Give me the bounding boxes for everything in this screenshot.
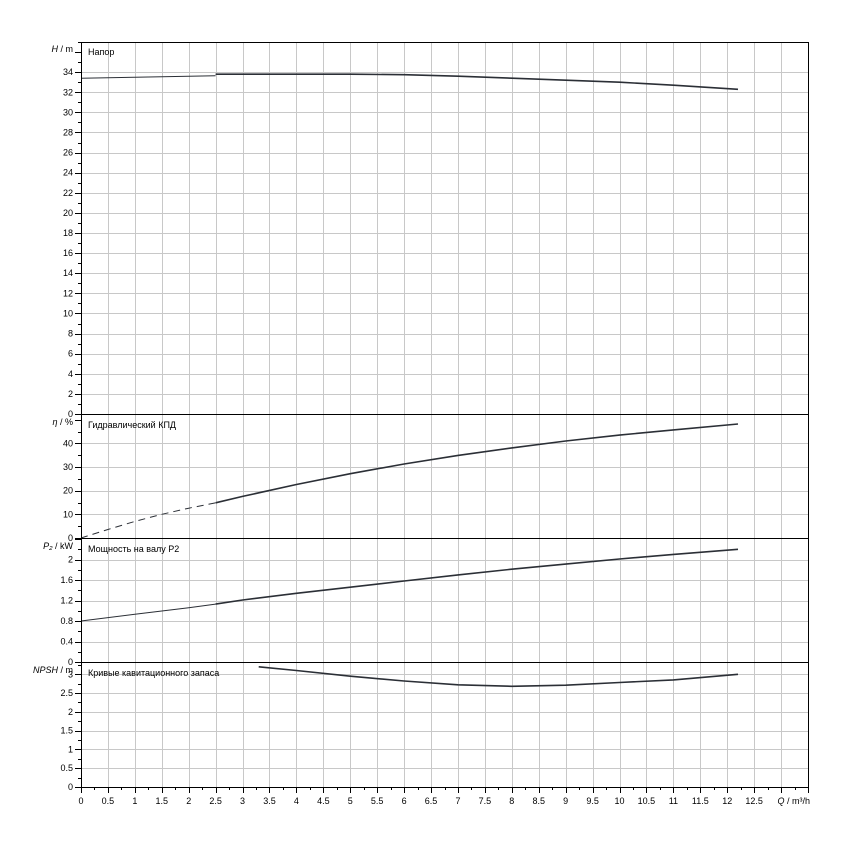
x-tick-label: 1 [132, 796, 137, 806]
y-axis-label: H / m [52, 44, 74, 54]
y-tick-label: 6 [68, 349, 73, 359]
x-tick-label: 8 [509, 796, 514, 806]
y-tick-label: 14 [63, 268, 73, 278]
x-tick-label: 2 [186, 796, 191, 806]
y-tick-label: 30 [63, 462, 73, 472]
x-tick-label: 9.5 [586, 796, 599, 806]
y-tick-label: 34 [63, 67, 73, 77]
x-tick-label: 0.5 [102, 796, 115, 806]
y-tick-label: 2.5 [60, 688, 73, 698]
y-tick-label: 18 [63, 228, 73, 238]
x-tick-label: 3.5 [263, 796, 276, 806]
y-tick-label: 2 [68, 555, 73, 565]
y-tick-label: 1 [68, 744, 73, 754]
y-tick-label: 2 [68, 389, 73, 399]
x-tick-label: 6 [402, 796, 407, 806]
panel-title: Напор [88, 47, 114, 57]
x-tick-label: 10.5 [638, 796, 656, 806]
x-tick-label: 11 [669, 796, 678, 806]
x-axis-label: Q / m³/h [777, 796, 810, 806]
y-tick-label: 12 [63, 288, 73, 298]
x-axis-var: Q [777, 796, 787, 806]
y-tick-label: 0.5 [60, 763, 73, 773]
y-tick-label: 20 [63, 208, 73, 218]
x-tick-label: 9 [563, 796, 568, 806]
y-tick-label: 2 [68, 707, 73, 717]
y-tick-label: 24 [63, 168, 73, 178]
x-tick-label: 12.5 [745, 796, 763, 806]
y-axis-var: η [52, 417, 60, 427]
y-tick-label: 0 [68, 782, 73, 792]
y-tick-label: 10 [63, 308, 73, 318]
x-tick-label: 2.5 [209, 796, 222, 806]
y-axis-var: H [52, 44, 61, 54]
x-tick-label: 3 [240, 796, 245, 806]
x-axis-unit: / m³/h [787, 796, 810, 806]
x-tick-label: 1.5 [156, 796, 169, 806]
panel-title: Кривые кавитационного запаса [88, 668, 219, 678]
y-axis-label: NPSH / m [33, 665, 73, 675]
series-line-thin [80, 75, 216, 79]
x-tick-label: 5 [348, 796, 353, 806]
series-line-solid [258, 666, 739, 688]
y-axis-unit: / % [60, 417, 73, 427]
series-line-thin [80, 603, 216, 622]
y-tick-label: 0 [68, 409, 73, 419]
y-tick-label: 40 [63, 438, 73, 448]
y-axis-label: η / % [52, 417, 73, 427]
x-tick-label: 6.5 [425, 796, 438, 806]
y-axis-label: P₂ / kW [43, 541, 73, 551]
y-tick-label: 0 [68, 657, 73, 667]
y-tick-label: 0 [68, 533, 73, 543]
y-tick-label: 28 [63, 127, 73, 137]
panel-title: Мощность на валу P2 [88, 544, 179, 554]
x-tick-label: 8.5 [532, 796, 545, 806]
x-tick-label: 4.5 [317, 796, 330, 806]
y-tick-label: 26 [63, 148, 73, 158]
series-line-solid [215, 548, 739, 605]
x-tick-label: 0 [78, 796, 83, 806]
series-line-dashed [80, 502, 216, 539]
y-axis-unit: / kW [55, 541, 74, 551]
y-tick-label: 20 [63, 486, 73, 496]
panel-title: Гидравлический КПД [88, 420, 176, 430]
y-axis-var: P₂ [43, 541, 55, 551]
y-tick-label: 30 [63, 107, 73, 117]
x-tick-label: 12 [722, 796, 732, 806]
y-tick-label: 0.8 [60, 616, 73, 626]
x-tick-label: 7.5 [479, 796, 492, 806]
y-tick-label: 1.5 [60, 726, 73, 736]
y-tick-label: 0.4 [60, 637, 73, 647]
y-tick-label: 32 [63, 87, 73, 97]
x-tick-label: 4 [294, 796, 299, 806]
x-tick-label: 5.5 [371, 796, 384, 806]
y-tick-label: 16 [63, 248, 73, 258]
x-tick-label: 10 [615, 796, 625, 806]
x-tick-label: 11.5 [692, 796, 709, 806]
y-tick-label: 8 [68, 329, 73, 339]
series-line-solid [215, 73, 739, 91]
y-axis-unit: / m [61, 44, 74, 54]
y-axis-var: NPSH [33, 665, 61, 675]
y-tick-label: 1.6 [60, 575, 73, 585]
x-tick-label: 7 [455, 796, 460, 806]
y-axis-unit: / m [61, 665, 74, 675]
y-tick-label: 22 [63, 188, 73, 198]
y-tick-label: 10 [63, 509, 73, 519]
series-line-solid [215, 423, 739, 504]
y-tick-label: 1.2 [60, 596, 73, 606]
y-tick-label: 3 [68, 669, 73, 679]
y-tick-label: 4 [68, 369, 73, 379]
